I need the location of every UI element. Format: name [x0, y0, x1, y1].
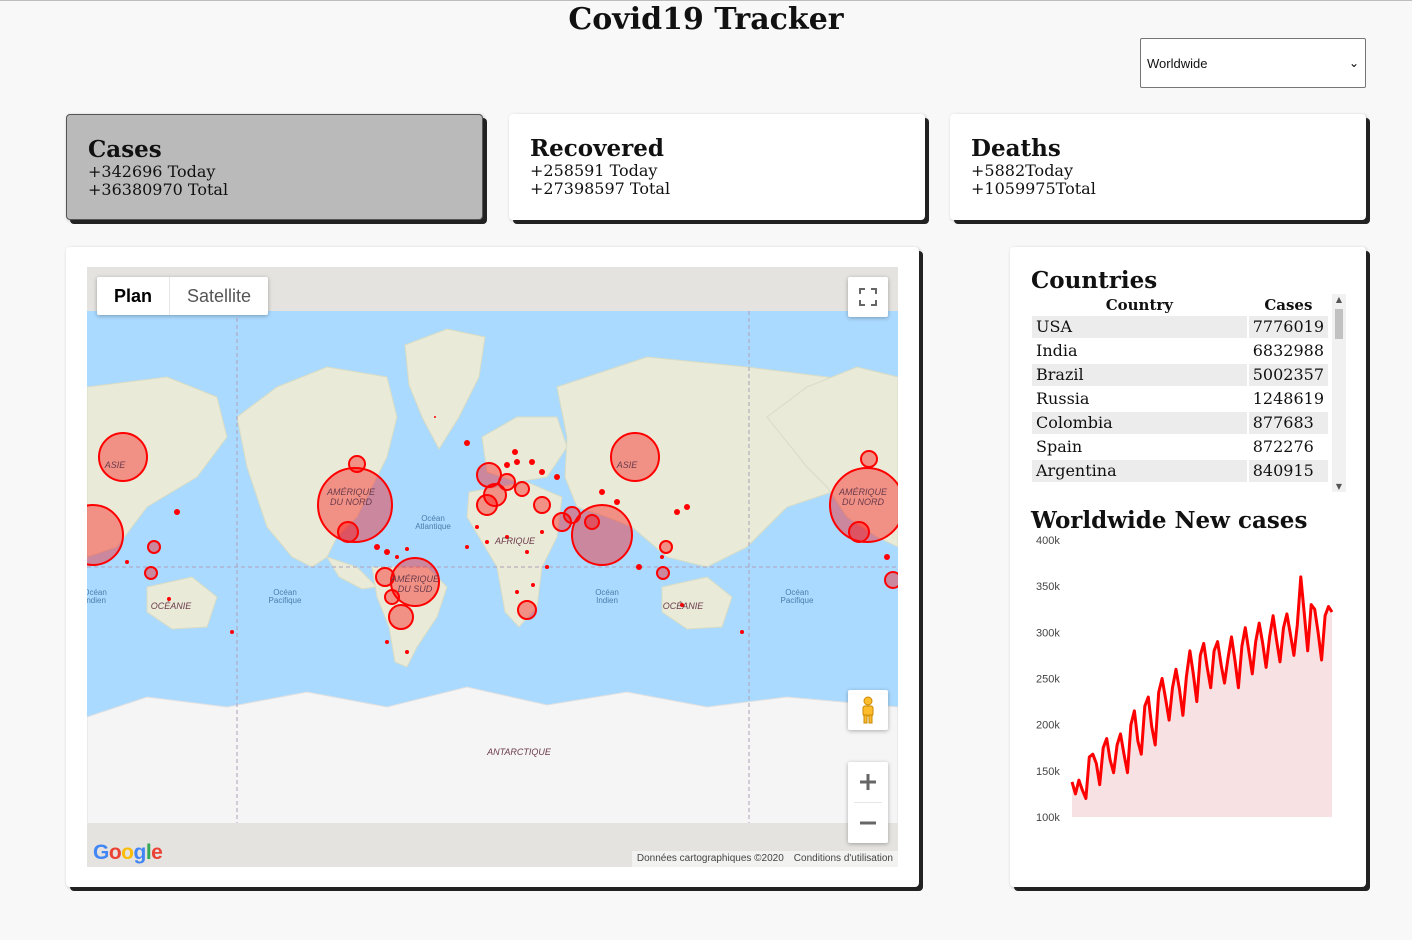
fullscreen-button[interactable]: [848, 277, 888, 317]
label-africa: AFRIQUE: [494, 536, 536, 546]
svg-text:Océan: Océan: [87, 588, 107, 597]
pegman-icon: [862, 696, 874, 724]
new-cases-area: [1072, 576, 1332, 817]
table-row: Argentina 840915: [1032, 460, 1328, 482]
app-title: Covid19 Tracker: [568, 2, 844, 37]
y-tick-label: 300k: [1036, 627, 1060, 639]
svg-text:Pacifique: Pacifique: [269, 596, 302, 605]
scroll-up-icon[interactable]: ▲: [1335, 295, 1343, 304]
attribution-data[interactable]: Données cartographiques ©2020: [631, 851, 789, 867]
zoom-separator: [854, 802, 882, 803]
deaths-today: +5882Today: [971, 161, 1074, 180]
table-row: Russia 1248619: [1036, 389, 1324, 408]
y-tick-label: 350k: [1036, 581, 1060, 593]
table-scrollbar[interactable]: ▲ ▼: [1332, 294, 1346, 492]
label-asia-left: ASIE: [104, 460, 127, 470]
y-tick-label: 400k: [1036, 535, 1060, 547]
cases-today: +342696 Today: [88, 162, 216, 181]
new-cases-line: [1070, 575, 1334, 800]
svg-text:DU NORD: DU NORD: [842, 497, 884, 507]
recovered-card[interactable]: Recovered +258591 Today +27398597 Total: [509, 114, 925, 220]
map-canvas[interactable]: ASIE ASIE AMÉRIQUE DU NORD AMÉRIQUE DU N…: [87, 267, 898, 867]
cases-card[interactable]: Cases +342696 Today +36380970 Total: [66, 114, 483, 220]
svg-text:Atlantique: Atlantique: [415, 522, 451, 531]
cases-total: +36380970 Total: [88, 180, 229, 199]
attribution-terms[interactable]: Conditions d'utilisation: [788, 851, 898, 867]
zoom-control: [848, 762, 888, 843]
map-type-plan-button[interactable]: Plan: [97, 277, 171, 315]
svg-text:Indien: Indien: [87, 596, 106, 605]
scroll-down-icon[interactable]: ▼: [1335, 482, 1343, 491]
deaths-total: +1059975Total: [971, 179, 1096, 198]
label-north-america-right: AMÉRIQUE: [838, 487, 888, 497]
deaths-card[interactable]: Deaths +5882Today +1059975Total: [950, 114, 1366, 220]
table-row: Spain 872276: [1036, 437, 1314, 456]
label-asia-right: ASIE: [616, 460, 639, 470]
recovered-total: +27398597 Total: [530, 179, 671, 198]
svg-text:Océan: Océan: [421, 514, 445, 523]
countries-table-wrap[interactable]: Country Cases USA 7776019 India 6832988 Br…: [1030, 294, 1346, 492]
col-cases-header: Cases: [1264, 296, 1313, 314]
label-oceania-right: OCÉANIE: [663, 601, 705, 611]
case-circles: [87, 432, 898, 630]
deaths-title: Deaths: [971, 135, 1061, 162]
label-south-america: AMÉRIQUE: [390, 574, 440, 584]
svg-text:DU SUD: DU SUD: [398, 584, 433, 594]
svg-text:DU NORD: DU NORD: [330, 497, 372, 507]
street-view-button[interactable]: [848, 690, 888, 730]
recovered-title: Recovered: [530, 135, 664, 162]
recovered-today: +258591 Today: [530, 161, 658, 180]
y-tick-label: 250k: [1036, 674, 1060, 686]
cases-title: Cases: [88, 136, 162, 163]
chart-title: Worldwide New cases: [1031, 507, 1308, 534]
fullscreen-icon: [859, 288, 877, 306]
minus-icon: [860, 821, 876, 825]
zoom-in-button[interactable]: [848, 762, 888, 802]
table-row: USA 7776019: [1032, 316, 1328, 338]
label-north-america: AMÉRIQUE: [326, 487, 376, 497]
world-map[interactable]: ASIE ASIE AMÉRIQUE DU NORD AMÉRIQUE DU N…: [87, 267, 898, 867]
side-card: Countries Country Cases USA 7776019 India…: [1010, 247, 1366, 887]
new-cases-chart: 100k 150k 200k 250k 300k 350k 400k: [1036, 535, 1334, 824]
google-logo[interactable]: Google: [93, 841, 163, 864]
svg-text:Pacifique: Pacifique: [781, 596, 814, 605]
top-border: [0, 0, 1412, 1]
y-tick-label: 200k: [1036, 720, 1060, 732]
label-oceania-left: OCÉANIE: [151, 601, 193, 611]
table-row: Colombia 877683: [1032, 412, 1328, 434]
plus-icon: [860, 774, 876, 790]
country-select-value: Worldwide: [1147, 55, 1208, 71]
y-tick-label: 150k: [1036, 766, 1060, 778]
table-row: India 6832988: [1036, 341, 1324, 360]
svg-text:Océan: Océan: [273, 588, 297, 597]
map-attribution: Données cartographiques ©2020 Conditions…: [631, 851, 898, 867]
case-dots: [125, 416, 890, 654]
map-type-satellite-button[interactable]: Satellite: [187, 286, 252, 306]
scrollbar-thumb[interactable]: [1335, 309, 1343, 339]
country-select[interactable]: Worldwide ⌄: [1140, 38, 1366, 88]
table-row: Brazil 5002357: [1032, 364, 1328, 386]
zoom-out-button[interactable]: [848, 803, 888, 843]
col-country-header: Country: [1105, 296, 1174, 314]
label-antarctica: ANTARCTIQUE: [486, 747, 552, 757]
svg-text:Océan: Océan: [595, 588, 619, 597]
map-card: ASIE ASIE AMÉRIQUE DU NORD AMÉRIQUE DU N…: [66, 247, 919, 887]
countries-table: Country Cases USA 7776019 India 6832988 Br…: [1030, 294, 1330, 484]
countries-title: Countries: [1031, 267, 1158, 294]
chevron-down-icon: ⌄: [1348, 56, 1359, 70]
svg-text:Indien: Indien: [596, 596, 618, 605]
svg-text:Océan: Océan: [785, 588, 809, 597]
y-tick-label: 100k: [1036, 812, 1060, 824]
map-type-control: Plan Satellite: [97, 277, 269, 315]
